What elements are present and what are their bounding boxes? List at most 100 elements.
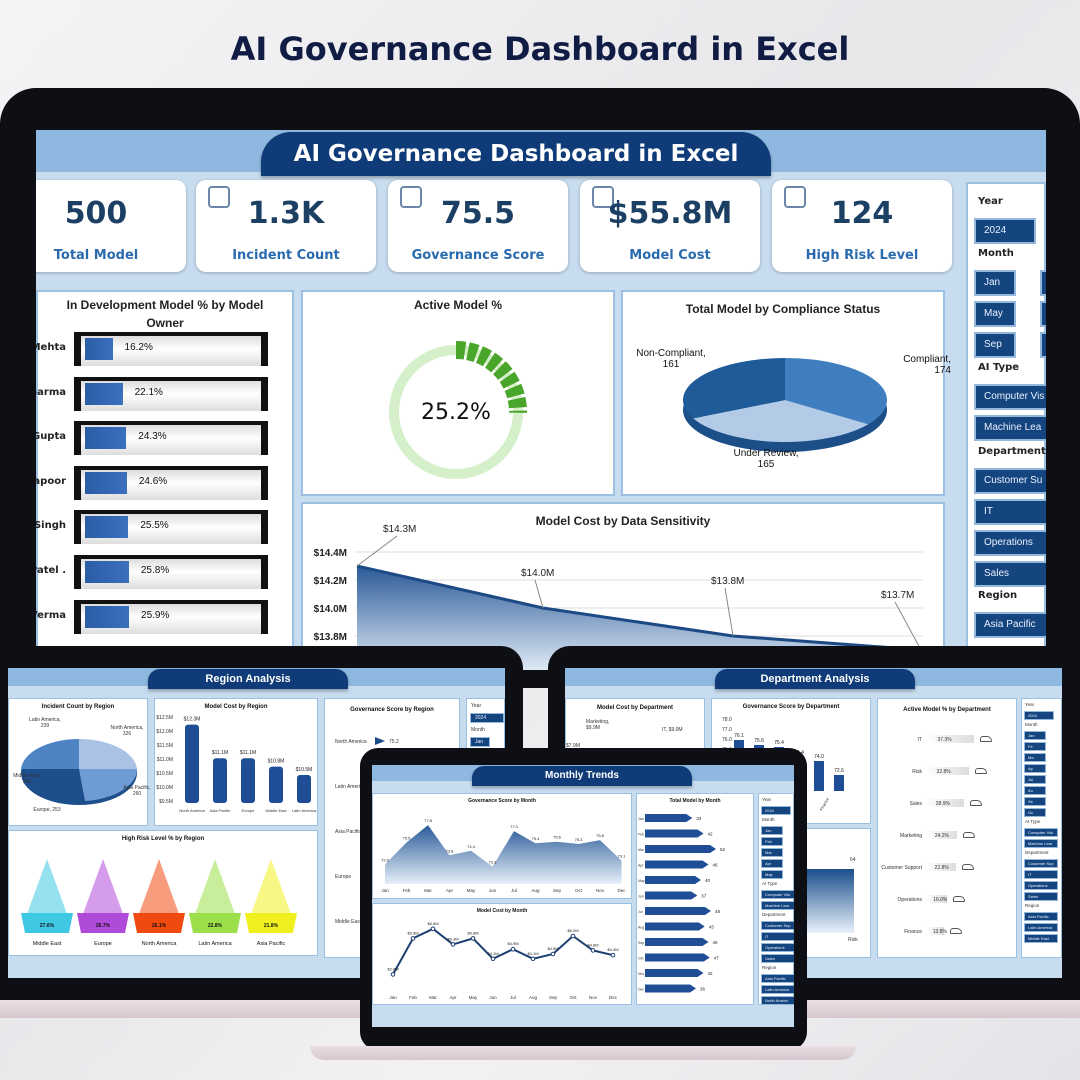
dept-active-label: Operations — [897, 897, 922, 903]
cost-month-chart: $2.8M Jan $5.8M Feb $6.6M Mar $5.3M Apr $5.8M May… — [387, 921, 618, 1000]
risk-pyramid-base — [21, 913, 73, 933]
point-label: $4.1M — [487, 951, 498, 956]
compliance-pie — [683, 358, 887, 452]
arrow-value: 43 — [709, 925, 715, 930]
point-label: 75.3 — [575, 837, 584, 842]
risk-pyramid — [23, 859, 71, 925]
owner-label: Gupta — [36, 431, 66, 443]
slicer-button[interactable]: Sep — [974, 332, 1016, 358]
slicer-button[interactable]: Customer Su — [974, 468, 1046, 494]
dept-active-pct: 24.2% — [934, 833, 950, 839]
risk-region-panel: High Risk Level % by Region 27.6% Middle … — [8, 830, 318, 956]
active-model-title: Active Model % — [413, 298, 503, 312]
incident-label: North America, 326 — [110, 725, 144, 737]
dept-cost-label: IT, $9.0M — [662, 727, 683, 733]
owner-bar-fill — [85, 382, 123, 405]
region-cost-bar — [297, 775, 311, 803]
slicer-button[interactable]: Asia Pacific — [761, 974, 794, 983]
slicer-button[interactable]: Latin America — [761, 985, 794, 994]
slicer-button[interactable]: Ma — [1024, 753, 1046, 762]
slicer-button[interactable]: Middle East — [1024, 934, 1058, 943]
slicer-button[interactable]: North Americ — [761, 996, 794, 1005]
total-month-arrow — [645, 922, 705, 931]
kpi-label: Total Model — [53, 248, 139, 263]
slicer-button[interactable]: Feb — [761, 837, 783, 846]
slicer-label: Department — [1025, 850, 1049, 855]
slicer-label: Year — [762, 797, 772, 802]
slicer-button[interactable]: Customer Sup — [1024, 859, 1058, 868]
x-tick: Feb — [409, 995, 417, 1000]
slicer-button[interactable]: Sales — [974, 561, 1046, 587]
region-month-button[interactable]: Jan — [470, 737, 490, 747]
slicer-button[interactable]: Computer Visi — [1024, 828, 1058, 837]
slicer-button[interactable]: IT — [761, 932, 794, 941]
slicer-button[interactable]: Asia Pacific — [974, 612, 1046, 638]
dept-active-label: Finance — [904, 929, 922, 935]
slicer-button[interactable]: IT — [974, 499, 1046, 525]
slicer-button[interactable]: 2024 — [974, 218, 1036, 244]
slicer-button[interactable]: Au — [1024, 786, 1046, 795]
monthly-slicer-panel: Year 2024 Month Jan Feb Mar Apr May AI Type Compu… — [758, 793, 794, 1005]
slicer-button[interactable]: Ap — [1024, 764, 1046, 773]
slicer-button[interactable]: Machine Lear — [761, 901, 794, 910]
risk-region-chart: 27.6% Middle East 26.7% Europe 26.1% North Am… — [21, 859, 297, 947]
slicer-button[interactable]: Mar — [761, 848, 783, 857]
slicer-button[interactable]: May — [974, 301, 1016, 327]
slicer-button[interactable]: Operations — [974, 530, 1046, 556]
compliance-slice — [683, 358, 785, 419]
x-tick: Sep — [553, 888, 562, 893]
risk-pct: 22.8% — [208, 923, 223, 929]
dept-active-pct: 37.3% — [937, 737, 952, 743]
slicer-button[interactable]: Sales — [1024, 892, 1058, 901]
slicer-button[interactable]: Customer Sup — [761, 921, 794, 930]
slicer-button[interactable]: May — [761, 870, 783, 879]
slicer-button[interactable]: Jan — [761, 826, 783, 835]
slicer-button[interactable]: Fe — [1040, 270, 1046, 296]
slicer-button[interactable]: Oc — [1040, 332, 1046, 358]
x-tick: Aug — [529, 995, 538, 1000]
point-label: 75.4 — [532, 836, 541, 841]
slicer-button[interactable]: Oc — [1024, 808, 1046, 817]
y-tick: $14.0M — [314, 604, 347, 615]
slicer-button[interactable]: Sales — [761, 954, 794, 963]
incident-region-panel: Incident Count by Region Latin America, … — [8, 698, 151, 826]
slicer-button[interactable]: Ju — [1040, 301, 1046, 327]
slicer-button[interactable]: Operations — [1024, 881, 1058, 890]
slicer-button[interactable]: 2024 — [761, 806, 791, 815]
gov-region-row-label: Latin America — [335, 784, 366, 790]
slicer-button[interactable]: Se — [1024, 797, 1046, 806]
kpi-value: 500 — [64, 196, 128, 231]
arrow-value: 33 — [696, 816, 702, 821]
risk-region-name: Latin America — [198, 941, 232, 947]
slicer-button[interactable]: 2024 — [1024, 711, 1054, 720]
slicer-button[interactable]: Jul — [1024, 775, 1046, 784]
slicer-button[interactable]: Jan — [1024, 731, 1046, 740]
x-tick: Dec — [617, 888, 626, 893]
y-tick: $14.2M — [314, 576, 347, 587]
slicer-button[interactable]: Latin America — [1024, 923, 1058, 932]
slicer-label: Month — [978, 248, 1014, 259]
slicer-button[interactable]: Asia Pacific — [1024, 912, 1058, 921]
slicer-label: Department — [762, 912, 786, 917]
slicer-button[interactable]: Jan — [974, 270, 1016, 296]
slicer-label: AI Type — [762, 881, 778, 886]
slicer-button[interactable]: IT — [1024, 870, 1058, 879]
cost-dept-title: Model Cost by Department — [596, 705, 673, 711]
owner-pct: 24.3% — [138, 431, 167, 443]
bar-label: $10.5M — [296, 767, 313, 773]
slicer-button[interactable]: Fe — [1024, 742, 1046, 751]
point-label: $4.5M — [547, 946, 558, 951]
kpi-value: 1.3K — [247, 196, 325, 231]
slicer-button[interactable]: Machine Lear — [1024, 839, 1058, 848]
incident-region-pie — [21, 738, 138, 805]
slicer-button[interactable]: Computer Visi — [761, 890, 794, 899]
point-label: $4.9M — [507, 941, 518, 946]
x-tick: Oct — [575, 888, 583, 893]
owner-bar: 22.1% — [74, 376, 268, 411]
slicer-button[interactable]: Computer Vis — [974, 384, 1046, 410]
slicer-button[interactable]: Apr — [761, 859, 783, 868]
slicer-button[interactable]: Machine Lea — [974, 415, 1046, 441]
slicer-button[interactable]: Operations — [761, 943, 794, 952]
region-year-button[interactable]: 2024 — [470, 713, 504, 723]
risk-pyramid-base — [133, 913, 185, 933]
